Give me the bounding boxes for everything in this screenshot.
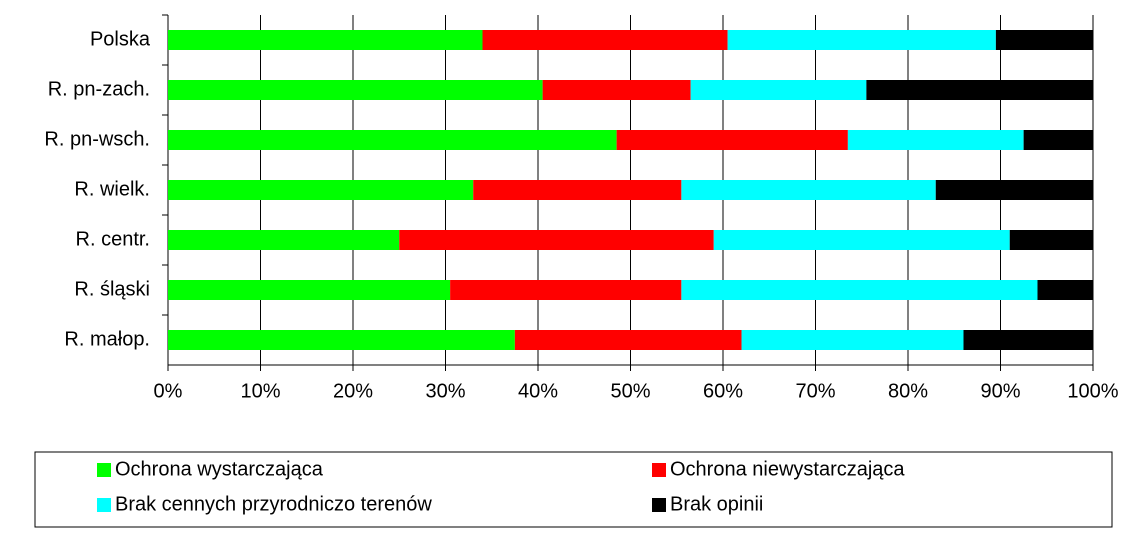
bar-segment: [690, 80, 867, 100]
y-tick-label: R. śląski: [74, 278, 150, 300]
y-tick-label: Polska: [90, 28, 151, 50]
bar-segment: [935, 180, 1093, 200]
x-tick-label: 0%: [154, 380, 183, 402]
legend-label: Ochrona niewystarczająca: [670, 458, 905, 480]
bar-segment: [168, 30, 483, 50]
legend-label: Brak cennych przyrodniczo terenów: [115, 493, 432, 515]
bar-segment: [514, 330, 742, 350]
x-tick-label: 30%: [425, 380, 465, 402]
bar-segment: [168, 130, 617, 150]
legend-marker: [97, 463, 111, 477]
bar-segment: [1037, 280, 1093, 300]
legend-marker: [652, 498, 666, 512]
bar-segment: [168, 180, 474, 200]
bar-segment: [168, 230, 400, 250]
bar-segment: [681, 180, 936, 200]
bar-segment: [1009, 230, 1093, 250]
x-tick-label: 20%: [333, 380, 373, 402]
y-tick-label: R. małop.: [64, 328, 150, 350]
bar-segment: [847, 130, 1024, 150]
x-tick-label: 60%: [703, 380, 743, 402]
bar-segment: [542, 80, 691, 100]
x-tick-label: 50%: [610, 380, 650, 402]
bar-segment: [399, 230, 714, 250]
bar-segment: [713, 230, 1010, 250]
x-tick-label: 80%: [888, 380, 928, 402]
bar-segment: [168, 280, 451, 300]
bar-segment: [963, 330, 1093, 350]
y-tick-label: R. centr.: [76, 228, 150, 250]
x-tick-label: 40%: [518, 380, 558, 402]
bar-segment: [473, 180, 682, 200]
bar-segment: [741, 330, 964, 350]
bar-segment: [1023, 130, 1093, 150]
y-tick-label: R. pn-wsch.: [44, 128, 150, 150]
bar-segment: [616, 130, 848, 150]
bar-segment: [168, 330, 515, 350]
x-tick-label: 70%: [795, 380, 835, 402]
bar-segment: [168, 80, 543, 100]
bar-segment: [995, 30, 1093, 50]
legend-marker: [97, 498, 111, 512]
legend-label: Brak opinii: [670, 493, 763, 515]
bar-segment: [450, 280, 682, 300]
bar-segment: [866, 80, 1093, 100]
bar-segment: [727, 30, 996, 50]
x-tick-label: 90%: [980, 380, 1020, 402]
y-tick-label: R. wielk.: [74, 178, 150, 200]
bar-segment: [681, 280, 1038, 300]
bar-segment: [482, 30, 728, 50]
legend-label: Ochrona wystarczająca: [115, 458, 324, 480]
y-tick-label: R. pn-zach.: [48, 78, 150, 100]
x-tick-label: 100%: [1067, 380, 1118, 402]
legend-marker: [652, 463, 666, 477]
x-tick-label: 10%: [240, 380, 280, 402]
legend-box: [34, 451, 1113, 528]
